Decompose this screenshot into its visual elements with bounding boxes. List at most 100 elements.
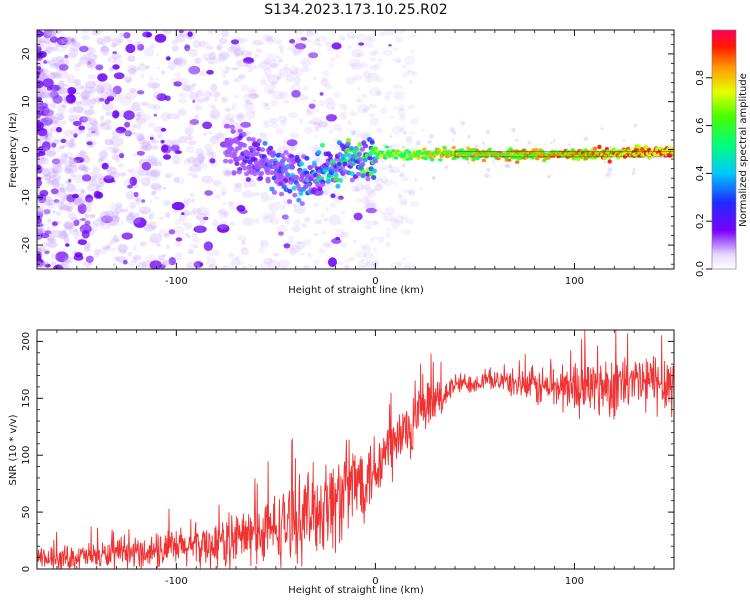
spectrum-noise-blob [39, 105, 44, 109]
spectrum-noise-blob [278, 115, 288, 123]
spectrum-noise-blob [44, 136, 48, 141]
spectrum-noise-blob [47, 237, 56, 244]
spectrum-noise-blob [323, 260, 330, 264]
spectrum-noise-blob [364, 194, 372, 202]
spectrum-noise-blob [140, 241, 148, 247]
spectrum-noise-blob [195, 89, 203, 98]
spectrum-noise-blob [80, 85, 88, 91]
spectrum-noise-blob [278, 90, 289, 100]
spectrum-noise-blob [45, 174, 49, 177]
spectrum-noise-blob [319, 92, 324, 96]
spectrum-noise-blob [367, 190, 377, 198]
spectrum-noise-blob [199, 262, 204, 266]
spectrum-noise-blob [88, 86, 96, 94]
spectrum-noise-blob [43, 101, 51, 110]
spectrum-noise-blob [410, 32, 418, 38]
spectrum-noise-blob [78, 125, 86, 131]
spectrum-noise-blob [164, 212, 171, 219]
spectrum-noise-blob [240, 121, 252, 128]
spectrum-noise-blob [350, 130, 356, 136]
spectrum-noise-blob [401, 176, 410, 182]
spectrum-noise-blob [246, 61, 253, 68]
spectrum-noise-blob [286, 139, 298, 147]
spectrum-noise-blob [150, 212, 155, 216]
spectrum-noise-blob [113, 58, 124, 65]
spectrum-noise-blob [314, 109, 320, 113]
spectrum-ridge-point [365, 176, 371, 182]
spectrum-noise-blob [126, 213, 134, 221]
spectrum-noise-blob [57, 87, 69, 94]
spectrum-noise-blob [374, 177, 383, 182]
spectrum-noise-blob [72, 106, 77, 111]
spectrum-noise-blob [374, 184, 383, 192]
spectrum-noise-blob [189, 119, 200, 125]
spectrum-noise-blob [306, 110, 313, 117]
spectrum-noise-blob [63, 222, 75, 229]
spectrum-noise-blob [399, 128, 404, 132]
spectrum-noise-blob [144, 143, 153, 152]
spectrum-noise-blob [227, 45, 239, 54]
spectrum-noise-blob [73, 79, 81, 86]
spectrum-noise-blob [83, 246, 91, 252]
spectrum-noise-blob [74, 159, 81, 164]
spectrum-noise-blob [401, 125, 406, 130]
spectrum-ridge-point [304, 155, 310, 161]
spectrum-noise-blob [198, 40, 206, 48]
spectrum-noise-blob [293, 68, 304, 77]
spectrum-noise-blob [138, 136, 146, 145]
spectrum-noise-blob [80, 116, 89, 123]
spectrum-noise-blob [38, 73, 48, 80]
spectrum-ridge-point [292, 192, 298, 198]
spectrum-noise-blob [157, 133, 164, 139]
spectrum-noise-blob [94, 248, 101, 256]
spectrum-noise-blob [105, 88, 118, 98]
spectrum-noise-blob [111, 215, 120, 223]
spectrum-noise-blob [136, 41, 144, 45]
spectrum-ridge-point [265, 170, 271, 176]
spectrum-noise-blob [339, 222, 344, 225]
spectrum-noise-blob [47, 238, 54, 243]
spectrum-noise-blob [330, 57, 335, 61]
spectrum-noise-blob [184, 126, 194, 135]
spectrum-noise-blob [385, 241, 391, 248]
y-tick-label: 0 [21, 566, 32, 572]
spectrum-noise-blob [397, 221, 405, 226]
spectrum-noise-blob [160, 70, 166, 75]
spectrum-noise-blob [292, 48, 303, 56]
spectrum-noise-blob [97, 178, 105, 184]
spectrum-noise-blob [56, 126, 62, 133]
spectrum-noise-blob [242, 247, 247, 250]
spectrum-noise-blob [44, 250, 50, 254]
spectrum-noise-blob [355, 198, 362, 203]
spectrum-noise-blob [75, 237, 81, 241]
spectrum-noise-blob [141, 161, 152, 171]
spectrum-noise-blob [368, 113, 376, 118]
spectrum-ridge-point [391, 149, 396, 153]
spectrum-noise-blob [247, 93, 258, 99]
spectrum-noise-blob [52, 164, 63, 175]
spectrum-noise-blob [37, 80, 44, 89]
spectrum-noise-blob [62, 83, 69, 87]
spectrum-noise-blob [240, 84, 250, 92]
spectrum-noise-blob [150, 161, 157, 167]
spectrum-noise-blob [335, 229, 346, 238]
spectrum-ridge-point [335, 183, 341, 189]
spectrum-noise-blob [49, 90, 59, 99]
spectrum-noise-blob [104, 246, 111, 251]
spectrum-noise-blob [111, 211, 119, 219]
spectrum-noise-blob [112, 51, 117, 55]
spectrum-noise-blob [123, 32, 131, 39]
spectrum-ridge-point [251, 147, 257, 152]
spectrum-noise-blob [197, 152, 206, 162]
spectrum-noise-blob [373, 220, 380, 225]
spectrum-noise-blob [98, 87, 106, 93]
spectrum-noise-blob [270, 62, 278, 69]
spectrum-ridge-point [592, 146, 598, 151]
spectrum-noise-blob [140, 101, 149, 107]
spectrum-ridge-point [487, 147, 492, 151]
spectrum-noise-blob [53, 138, 60, 145]
spectrum-noise-blob [178, 30, 184, 34]
spectrum-noise-blob [233, 182, 240, 188]
spectrum-noise-blob [158, 216, 164, 221]
spectrum-noise-blob [292, 51, 297, 57]
